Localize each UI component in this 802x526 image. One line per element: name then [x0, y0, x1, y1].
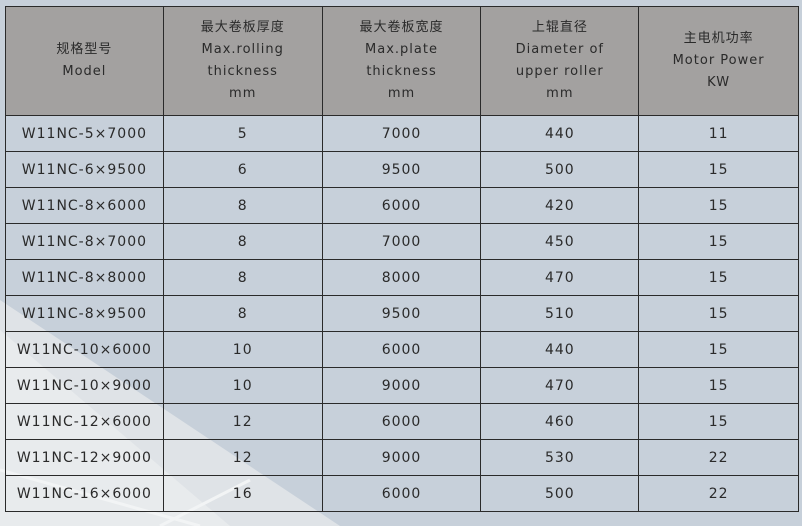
- table-row: W11NC-16×6000 16 6000 500 22: [5, 475, 799, 512]
- table-row: W11NC-12×6000 12 6000 460 15: [5, 403, 799, 440]
- header-en: KW: [707, 75, 731, 90]
- header-motor-power: 主电机功率 Motor Power KW: [638, 6, 799, 116]
- cell-model: W11NC-16×6000: [5, 475, 164, 512]
- cell-max-rolling-thickness: 5: [162, 115, 323, 152]
- header-en: thickness: [366, 64, 437, 79]
- header-en: Max.rolling: [201, 42, 284, 57]
- cell-max-plate-width: 6000: [321, 187, 482, 224]
- header-en: mm: [546, 86, 574, 101]
- cell-max-plate-width: 7000: [321, 223, 482, 260]
- cell-model: W11NC-6×9500: [5, 151, 164, 188]
- cell-upper-roller-diameter: 420: [480, 187, 640, 224]
- header-zh: 主电机功率: [683, 31, 754, 46]
- header-max-rolling-thickness: 最大卷板厚度 Max.rolling thickness mm: [162, 6, 323, 116]
- table-row: W11NC-8×9500 8 9500 510 15: [5, 295, 799, 332]
- cell-max-plate-width: 6000: [321, 475, 482, 512]
- cell-upper-roller-diameter: 510: [480, 295, 640, 332]
- cell-upper-roller-diameter: 450: [480, 223, 640, 260]
- table-row: W11NC-10×6000 10 6000 440 15: [5, 331, 799, 368]
- header-en: Diameter of: [515, 42, 604, 57]
- table-row: W11NC-5×7000 5 7000 440 11: [5, 115, 799, 152]
- header-en: Model: [62, 64, 107, 79]
- cell-max-rolling-thickness: 8: [162, 295, 323, 332]
- cell-motor-power: 15: [638, 223, 799, 260]
- table-row: W11NC-8×8000 8 8000 470 15: [5, 259, 799, 296]
- cell-max-plate-width: 7000: [321, 115, 482, 152]
- header-zh: 上辊直径: [531, 20, 588, 35]
- cell-motor-power: 15: [638, 331, 799, 368]
- cell-max-rolling-thickness: 12: [162, 403, 323, 440]
- cell-max-plate-width: 9500: [321, 295, 482, 332]
- cell-motor-power: 22: [638, 439, 799, 476]
- header-upper-roller-diameter: 上辊直径 Diameter of upper roller mm: [480, 6, 640, 116]
- cell-motor-power: 11: [638, 115, 799, 152]
- cell-max-rolling-thickness: 10: [162, 331, 323, 368]
- cell-max-plate-width: 8000: [321, 259, 482, 296]
- cell-motor-power: 15: [638, 187, 799, 224]
- cell-upper-roller-diameter: 500: [480, 151, 640, 188]
- header-en: upper roller: [515, 64, 604, 79]
- cell-max-rolling-thickness: 10: [162, 367, 323, 404]
- cell-upper-roller-diameter: 470: [480, 259, 640, 296]
- header-en: Max.plate: [365, 42, 438, 57]
- cell-motor-power: 15: [638, 151, 799, 188]
- table-row: W11NC-10×9000 10 9000 470 15: [5, 367, 799, 404]
- cell-max-plate-width: 9500: [321, 151, 482, 188]
- cell-model: W11NC-12×9000: [5, 439, 164, 476]
- table-row: W11NC-8×6000 8 6000 420 15: [5, 187, 799, 224]
- header-en: thickness: [207, 64, 278, 79]
- header-en: Motor Power: [672, 53, 765, 68]
- header-max-plate-width: 最大卷板宽度 Max.plate thickness mm: [321, 6, 482, 116]
- header-en: mm: [229, 86, 257, 101]
- header-zh: 最大卷板宽度: [359, 20, 444, 35]
- cell-motor-power: 15: [638, 295, 799, 332]
- cell-model: W11NC-8×6000: [5, 187, 164, 224]
- cell-max-plate-width: 6000: [321, 403, 482, 440]
- cell-motor-power: 15: [638, 403, 799, 440]
- table-row: W11NC-12×9000 12 9000 530 22: [5, 439, 799, 476]
- header-en: mm: [387, 86, 416, 101]
- cell-upper-roller-diameter: 530: [480, 439, 640, 476]
- cell-max-rolling-thickness: 8: [162, 223, 323, 260]
- cell-upper-roller-diameter: 460: [480, 403, 640, 440]
- cell-motor-power: 15: [638, 367, 799, 404]
- header-zh: 最大卷板厚度: [200, 20, 285, 35]
- spec-table: 规格型号 Model 最大卷板厚度 Max.rolling thickness mm 最大卷…: [5, 6, 799, 512]
- cell-max-rolling-thickness: 16: [162, 475, 323, 512]
- cell-max-rolling-thickness: 12: [162, 439, 323, 476]
- cell-max-plate-width: 9000: [321, 439, 482, 476]
- cell-model: W11NC-5×7000: [5, 115, 164, 152]
- header-model: 规格型号 Model: [5, 6, 164, 116]
- cell-max-plate-width: 9000: [321, 367, 482, 404]
- cell-motor-power: 15: [638, 259, 799, 296]
- cell-model: W11NC-10×6000: [5, 331, 164, 368]
- header-row: 规格型号 Model 最大卷板厚度 Max.rolling thickness mm 最大卷…: [5, 6, 799, 116]
- cell-model: W11NC-8×8000: [5, 259, 164, 296]
- cell-upper-roller-diameter: 440: [480, 331, 640, 368]
- header-zh: 规格型号: [56, 42, 113, 57]
- cell-motor-power: 22: [638, 475, 799, 512]
- cell-model: W11NC-8×7000: [5, 223, 164, 260]
- cell-max-rolling-thickness: 8: [162, 187, 323, 224]
- cell-model: W11NC-12×6000: [5, 403, 164, 440]
- cell-upper-roller-diameter: 500: [480, 475, 640, 512]
- cell-max-rolling-thickness: 8: [162, 259, 323, 296]
- cell-max-rolling-thickness: 6: [162, 151, 323, 188]
- cell-upper-roller-diameter: 470: [480, 367, 640, 404]
- cell-model: W11NC-10×9000: [5, 367, 164, 404]
- table-row: W11NC-6×9500 6 9500 500 15: [5, 151, 799, 188]
- cell-model: W11NC-8×9500: [5, 295, 164, 332]
- table-row: W11NC-8×7000 8 7000 450 15: [5, 223, 799, 260]
- cell-max-plate-width: 6000: [321, 331, 482, 368]
- cell-upper-roller-diameter: 440: [480, 115, 640, 152]
